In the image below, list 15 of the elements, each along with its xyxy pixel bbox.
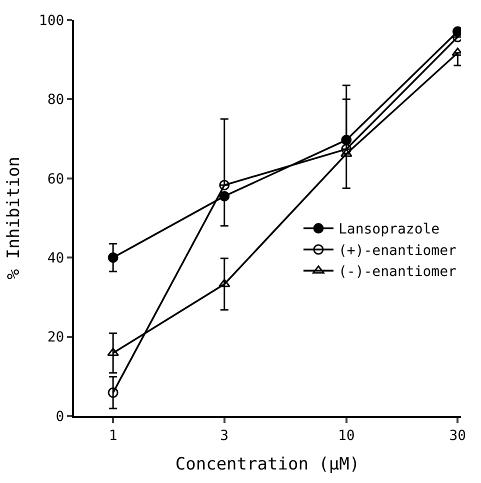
x-tick-label: 1 — [108, 428, 118, 444]
y-tick-label: 20 — [47, 330, 64, 346]
y-tick-label: 100 — [38, 12, 64, 29]
y-tick-label: 0 — [56, 408, 64, 425]
x-tick-label: 3 — [220, 428, 229, 444]
x-tick-label: 10 — [338, 428, 355, 444]
legend-label: (-)-enantiomer — [338, 264, 456, 280]
y-tick-label: 80 — [47, 92, 64, 108]
x-axis-title: Concentration (μM) — [175, 454, 360, 475]
y-tick-label: 40 — [47, 250, 64, 266]
x-tick-label: 30 — [449, 428, 466, 444]
y-axis-title: % Inhibition — [4, 156, 24, 280]
legend-label: Lansoprazole — [338, 222, 440, 238]
legend-label: (+)-enantiomer — [338, 242, 456, 259]
y-tick-label: 60 — [47, 171, 64, 188]
